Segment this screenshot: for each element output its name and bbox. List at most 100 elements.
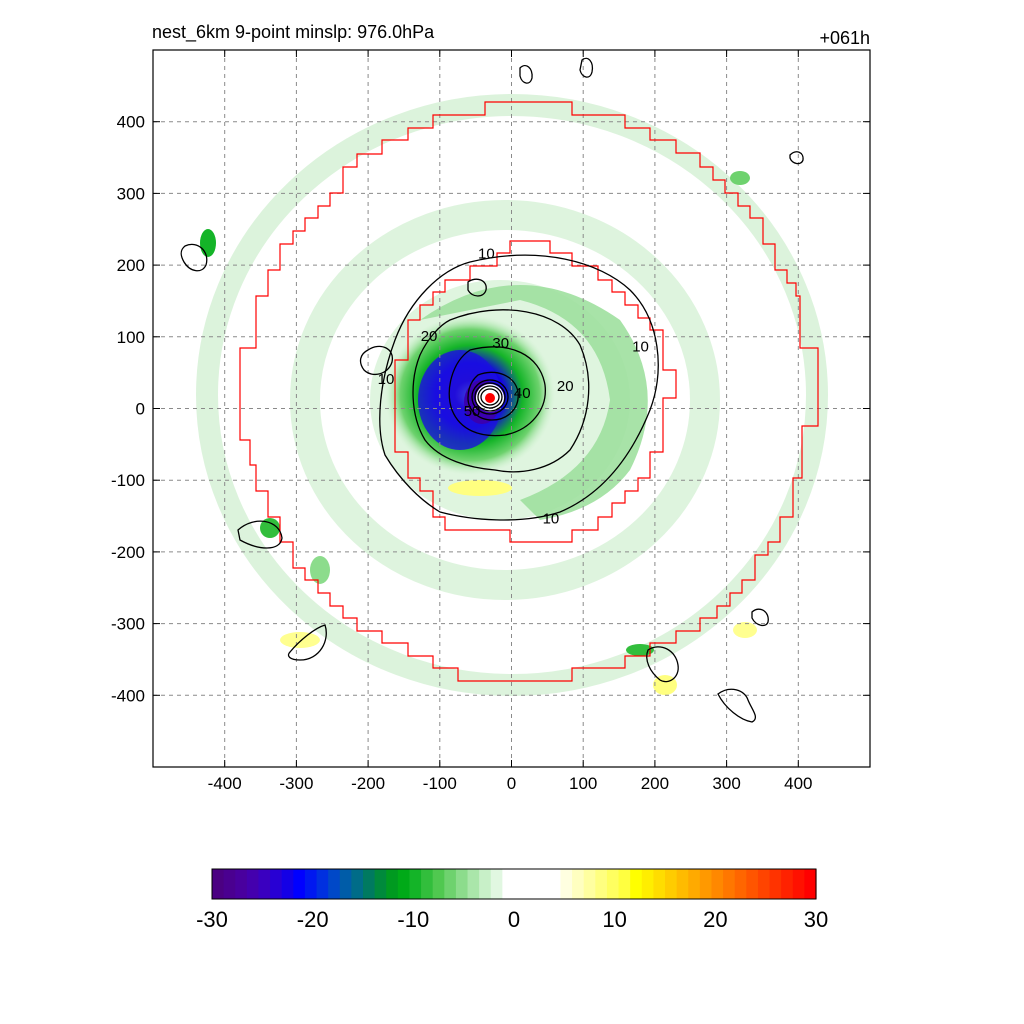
colorbar-cell [781,869,794,899]
colorbar-cell [804,869,817,899]
colorbar: -30 -20 -10 0 10 20 30 [196,868,828,932]
colorbar-cell [734,869,747,899]
contour-10 [379,254,659,521]
colorbar-label: 10 [602,907,626,932]
closed-contour-6 [717,688,756,723]
y-tick-label: 0 [136,400,145,419]
colorbar-cell [490,869,503,899]
x-tick-label: 100 [569,774,597,793]
colorbar-cell [386,869,399,899]
closed-contour-9 [789,151,804,165]
colorbar-cell [444,869,457,899]
colorbar-cell [374,869,387,899]
colorbar-cell [304,869,318,899]
colorbar-label: 20 [703,907,727,932]
contour-label: 30 [492,335,509,352]
contour-label: 10 [378,371,395,388]
colorbar-cell [653,869,666,899]
x-tick-label: 300 [712,774,740,793]
colorbar-cell [688,869,701,899]
x-tick-label: 0 [507,774,516,793]
mid-band [290,200,720,600]
closed-contour-7 [519,64,533,84]
colorbar-cell [223,869,236,899]
x-tick-label: -200 [351,774,385,793]
colorbar-cell [746,869,759,899]
colorbar-cell [525,869,538,899]
green-spot-4 [730,171,750,185]
colorbar-label: -10 [397,907,429,932]
y-tick-label: 200 [117,256,145,275]
eyewall-ring-1 [471,379,509,415]
colorbar-cell [270,869,283,899]
colorbar-cell [502,869,515,899]
closed-contour-8 [579,57,594,78]
axes: -400 -300 -200 -100 0 100 200 300 40040030020010… [111,50,870,793]
colorbar-cell [455,869,469,899]
y-tick-label: -200 [111,543,145,562]
colorbar-cell [339,869,352,899]
colorbar-cell [630,869,643,899]
colorbar-cell [432,869,445,899]
colorbar-cell [467,869,480,899]
x-tick-label: -100 [423,774,457,793]
colorbar-cell [548,869,562,899]
green-arc [420,285,648,520]
colorbar-cell [316,869,329,899]
colorbar-cell [328,869,341,899]
colorbar-cell [757,869,771,899]
yellow-patch-2 [280,632,320,648]
wind-contours [180,57,804,723]
green-spot-5 [310,556,330,584]
contour-label: 20 [421,328,438,345]
y-tick-label: 100 [117,328,145,347]
forecast-hour-label: +061h [819,28,870,48]
eyewall-ring-4 [480,388,500,406]
y-tick-label: 400 [117,113,145,132]
x-tick-label: 400 [784,774,812,793]
closed-contour-10 [751,608,769,627]
x-tick-label: -400 [208,774,242,793]
contour-labels: 10 10 10 10 20 20 30 40 50 [378,245,649,527]
y-tick-label: -300 [111,615,145,634]
colorbar-cell [572,869,585,899]
closed-contour-3 [237,520,283,549]
y-tick-label: 300 [117,184,145,203]
colorbar-cell [641,869,654,899]
green-spot-1 [200,229,216,257]
contour-label: 10 [478,245,495,262]
contour-20 [412,309,590,473]
eyewall-ring-2 [474,382,506,412]
colorbar-cell [212,869,225,899]
contour-label: 20 [557,378,574,395]
colorbar-cell [258,869,271,899]
nest-boundaries [239,101,819,682]
y-tick-label: -100 [111,471,145,490]
contour-label: 10 [543,511,560,528]
eyewall-ring-3 [477,385,503,409]
core-blue [418,350,502,450]
yellow-patch-1 [448,480,512,496]
yellow-patch-4 [733,622,757,638]
y-tick-label: -400 [111,686,145,705]
colorbar-cell [699,869,713,899]
contour-40 [467,371,519,421]
x-tick-label: -300 [279,774,313,793]
colorbar-cell [583,869,596,899]
colorbar-frame [211,868,817,900]
colorbar-label: -20 [297,907,329,932]
colorbar-cell [769,869,782,899]
colorbar-cell [397,869,411,899]
closed-contour-1 [359,345,393,376]
plot-title: nest_6km 9-point minslp: 976.0hPa [152,22,435,42]
storm-center-marker [485,393,495,403]
colorbar-label: -30 [196,907,228,932]
colorbar-cell [351,869,364,899]
colorbar-cell [723,869,736,899]
colorbar-cell [363,869,376,899]
contour-label: 10 [632,339,649,356]
colorbar-cell [421,869,434,899]
closed-contour-2 [180,243,208,272]
contour-30 [448,346,546,437]
